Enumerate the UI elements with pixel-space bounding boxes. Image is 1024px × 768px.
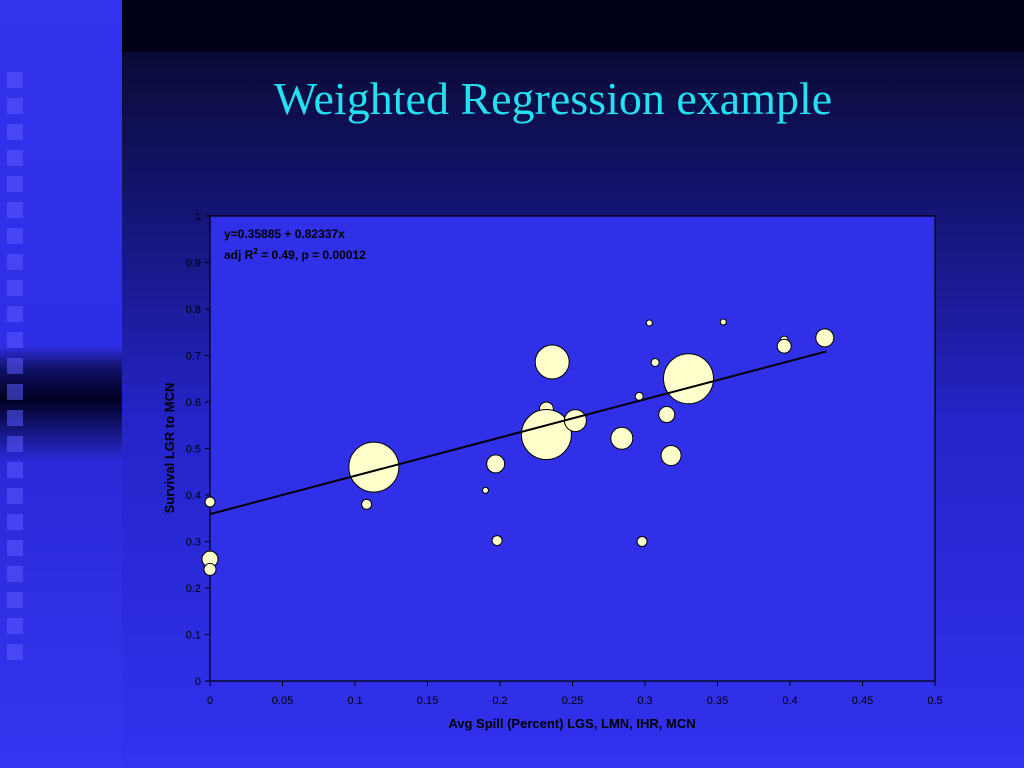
x-tick-label: 0.45: [852, 695, 873, 707]
y-tick-label: 0.4: [186, 490, 201, 502]
x-axis-label: Avg Spill (Percent) LGS, LMN, IHR, MCN: [448, 716, 695, 731]
regression-stats-sup: 2: [253, 247, 258, 256]
y-tick-label: 0.1: [186, 630, 201, 642]
x-axis: 0 0.05 0.1 0.15 0.2 0.25 0.3 0.35 0.4 0.45 0.5: [207, 681, 943, 707]
bubble-point: [348, 441, 400, 493]
bubble-point: [776, 338, 792, 354]
bubble-point: [658, 406, 676, 424]
y-tick-label: 0: [195, 676, 201, 688]
bubble-point: [650, 357, 660, 367]
bubble-point: [815, 328, 835, 348]
bubble-point: [636, 536, 648, 547]
y-tick-label: 1: [195, 211, 201, 223]
y-tick-label: 0.2: [186, 583, 201, 595]
regression-stats-suffix: = 0.49, p = 0.00012: [258, 248, 366, 262]
decorative-squares: [7, 72, 25, 670]
y-tick-label: 0.5: [186, 444, 201, 456]
bubble-point: [719, 318, 727, 326]
bubble-point: [645, 319, 653, 327]
bubble-point: [610, 426, 634, 450]
bubble-series: [201, 318, 835, 576]
x-tick-label: 0.35: [707, 695, 728, 707]
x-tick-label: 0.3: [637, 695, 652, 707]
x-tick-label: 0.4: [782, 695, 797, 707]
y-tick-label: 0.6: [186, 397, 201, 409]
regression-stats-prefix: adj R: [224, 248, 254, 262]
y-axis-label: Survival LGR to MCN: [162, 383, 177, 514]
regression-stats: adj R2 = 0.49, p = 0.00012: [224, 247, 366, 262]
slide-title: Weighted Regression example: [273, 73, 833, 124]
x-tick-label: 0.2: [492, 695, 507, 707]
y-tick-label: 0.8: [186, 304, 201, 316]
regression-line: [209, 350, 827, 516]
top-dark-strip: [122, 0, 1024, 52]
x-tick-label: 0.15: [417, 695, 438, 707]
y-tick-label: 0.9: [186, 258, 201, 270]
bubble-point: [663, 353, 714, 405]
bubble-point: [486, 454, 506, 474]
regression-equation: y=0.35885 + 0.82337x: [224, 227, 345, 241]
bubble-point: [203, 562, 217, 576]
x-tick-label: 0.25: [562, 695, 583, 707]
y-axis: 0 0.1 0.2 0.3 0.4 0.5 0.6 0.7 0.8 0.9 1: [186, 211, 210, 688]
x-tick-label: 0.5: [927, 695, 942, 707]
y-tick-label: 0.3: [186, 537, 201, 549]
plot-area: [209, 215, 936, 682]
bubble-point: [491, 535, 503, 547]
x-tick-label: 0.1: [347, 695, 362, 707]
bubble-point: [660, 444, 682, 466]
bubble-point: [520, 409, 572, 461]
x-tick-label: 0: [207, 695, 213, 707]
bubble-point: [482, 486, 489, 494]
bubble-point: [361, 498, 373, 510]
x-tick-label: 0.05: [272, 695, 293, 707]
bubble-point: [204, 496, 216, 508]
bubble-point: [534, 344, 570, 380]
y-tick-label: 0.7: [186, 351, 201, 363]
left-decorative-band: [0, 0, 122, 768]
